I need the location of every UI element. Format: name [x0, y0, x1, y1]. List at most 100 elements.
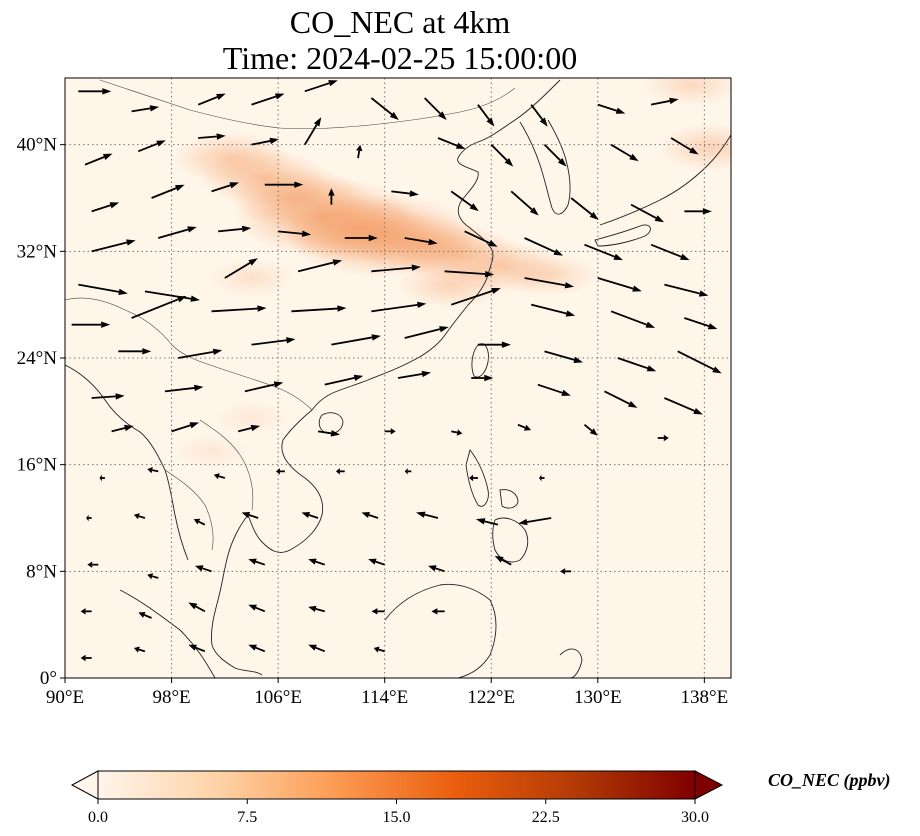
wind-arrow-102 [415, 511, 439, 519]
co-plume-blob-14 [212, 400, 291, 436]
wind-arrow-114 [80, 608, 92, 615]
lon-tick-label: 122°E [467, 687, 515, 708]
wind-arrow-95 [539, 474, 545, 482]
wind-arrow-59 [610, 310, 656, 328]
colorbar-tick-label: 22.5 [532, 809, 560, 826]
wind-arrow-87 [657, 434, 669, 442]
wind-arrow-66 [477, 341, 511, 348]
wind-arrow-57 [450, 287, 501, 306]
wind-arrow-116 [188, 602, 206, 613]
wind-arrow-78 [664, 397, 703, 415]
lon-tick-label: 130°E [574, 687, 622, 708]
colorbar-ticks: 0.0 7.5 15.0 22.5 30.0 [88, 799, 709, 826]
wind-arrow-82 [317, 430, 341, 437]
wind-arrow-5 [370, 97, 399, 120]
wind-arrow-83 [384, 428, 396, 435]
lat-tick-label: 0° [40, 668, 57, 689]
wind-arrow-71 [164, 384, 204, 393]
wind-arrow-37 [344, 234, 378, 242]
wind-arrow-3 [251, 93, 285, 106]
wind-arrow-88 [99, 474, 105, 482]
wind-arrow-85 [517, 423, 532, 431]
wind-arrow-65 [404, 326, 449, 339]
lon-tick-label: 98°E [152, 687, 190, 708]
wind-arrow-47 [371, 264, 421, 273]
wind-arrow-17 [437, 137, 466, 149]
wind-arrow-67 [544, 350, 584, 363]
wind-arrow-113 [560, 568, 572, 575]
wind-arrow-99 [241, 511, 259, 519]
wind-arrow-73 [324, 374, 364, 386]
wind-arrow-86 [583, 423, 598, 436]
wind-arrow-89 [147, 466, 159, 474]
map-title-line-2: Time: 2024-02-25 15:00:00 [222, 40, 578, 76]
wind-arrow-19 [543, 144, 567, 167]
wind-arrow-107 [195, 565, 212, 573]
wind-arrow-84 [451, 429, 463, 436]
wind-arrow-90 [213, 473, 226, 480]
wind-arrow-42 [650, 243, 690, 261]
wind-arrow-8 [530, 104, 548, 127]
wind-arrow-123 [188, 644, 206, 653]
wind-arrow-115 [138, 612, 152, 619]
colorbar-tick-label: 15.0 [383, 809, 411, 826]
co-plume-blob-9 [501, 253, 601, 297]
wind-arrow-124 [248, 644, 266, 653]
wind-arrow-105 [87, 561, 99, 568]
wind-arrow-25 [264, 181, 304, 188]
wind-arrow-46 [297, 259, 343, 273]
lon-tick-label: 114°E [361, 687, 408, 708]
wind-arrow-27 [391, 190, 419, 197]
wind-arrow-103 [475, 518, 499, 526]
wind-arrow-111 [428, 565, 445, 573]
wind-arrow-118 [308, 605, 325, 613]
wind-arrow-122 [133, 646, 146, 653]
map-title-line-1: CO_NEC at 4km [289, 4, 511, 40]
wind-arrow-101 [361, 511, 379, 519]
wind-arrow-92 [335, 468, 345, 475]
wind-arrow-14 [251, 137, 279, 146]
wind-arrow-50 [597, 277, 642, 292]
wind-arrow-13 [198, 133, 226, 140]
wind-arrow-33 [91, 239, 136, 253]
wind-arrow-32 [684, 208, 712, 215]
wind-vectors [71, 80, 722, 662]
wind-arrow-24 [211, 182, 240, 193]
lon-tick-label: 138°E [681, 687, 729, 708]
wind-arrow-77 [604, 390, 638, 408]
wind-arrow-106 [147, 573, 159, 580]
wind-arrow-79 [111, 424, 134, 433]
wind-arrow-10 [650, 97, 679, 106]
colorbar-gradient [97, 770, 696, 800]
co-plume-blob-13 [641, 78, 731, 107]
wind-arrow-117 [248, 604, 266, 613]
map-axes: 90°E 98°E 106°E 114°E 122°E 130°E 138°E 0° 8°N 16… [17, 135, 729, 708]
lat-tick-label: 24°N [17, 348, 58, 369]
wind-arrow-53 [131, 296, 187, 319]
wind-arrow-68 [617, 357, 657, 372]
wind-arrow-110 [368, 558, 385, 566]
wind-arrow-97 [133, 513, 146, 520]
map-frame [64, 77, 732, 679]
wind-arrow-61 [118, 348, 152, 355]
wind-arrow-15 [303, 117, 322, 146]
wind-arrow-31 [630, 203, 665, 223]
wind-arrow-96 [86, 514, 92, 522]
wind-arrow-38 [404, 237, 438, 246]
wind-arrow-48 [444, 270, 495, 278]
wind-arrow-0 [78, 88, 112, 95]
wind-arrow-98 [193, 518, 206, 526]
wind-arrow-56 [371, 301, 427, 313]
co-plume-blob-11 [207, 258, 296, 298]
lat-tick-label: 16°N [17, 455, 58, 476]
wind-arrow-69 [677, 350, 722, 374]
wind-arrow-112 [494, 555, 512, 566]
wind-arrow-26 [328, 188, 335, 205]
wind-arrow-126 [373, 646, 385, 653]
wind-arrow-74 [397, 370, 431, 379]
co-plume-blob-15 [172, 434, 251, 469]
wind-arrow-109 [308, 558, 326, 566]
wind-arrow-52 [71, 321, 111, 328]
wind-arrow-41 [584, 243, 623, 261]
wind-arrow-64 [331, 334, 381, 346]
